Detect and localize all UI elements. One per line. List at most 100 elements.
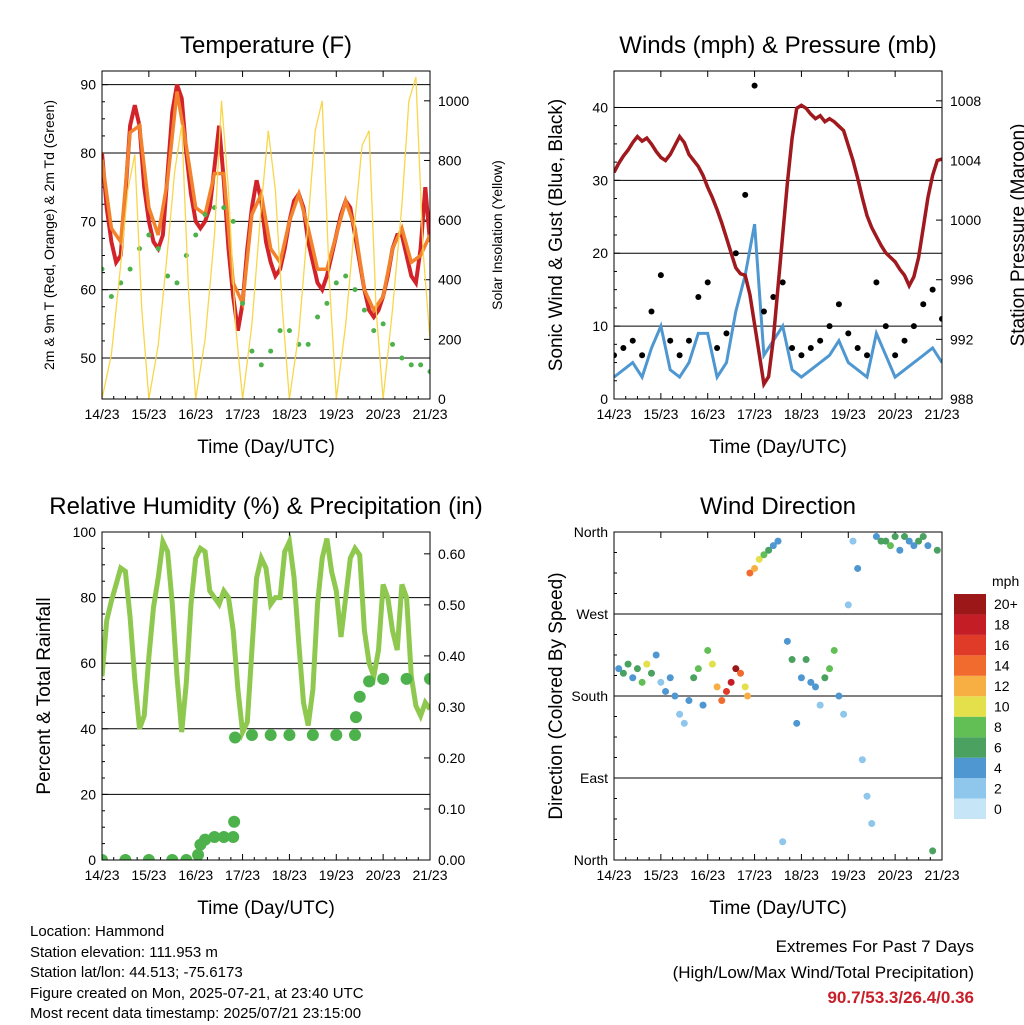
series-pressure-line	[614, 103, 942, 390]
y2-axis-label: Solar Insolation (Yellow)	[489, 160, 505, 310]
plot-frame	[101, 531, 431, 861]
gust-point	[732, 250, 739, 257]
data-layer	[102, 76, 430, 399]
y2-tick-label: 1000	[438, 93, 469, 109]
legend-swatch	[954, 778, 986, 799]
y2-tick-label: 0.60	[438, 546, 465, 562]
gust-point	[620, 344, 627, 351]
precip-point	[119, 854, 132, 860]
dewpoint-point	[408, 362, 414, 368]
direction-point	[783, 637, 791, 645]
direction-point	[901, 533, 909, 541]
precip-point	[229, 731, 242, 744]
x-tick-label: 17/23	[737, 867, 772, 883]
y-tick-label: 50	[80, 350, 96, 366]
gust-point	[779, 279, 786, 286]
direction-point	[844, 601, 852, 609]
x-tick-label: 15/23	[131, 867, 166, 883]
dewpoint-point	[352, 287, 358, 293]
direction-point	[849, 537, 857, 545]
direction-point	[769, 542, 777, 550]
chart-title: Wind Direction	[700, 493, 856, 520]
x-axis-label: Time (Day/UTC)	[197, 898, 335, 919]
dewpoint-point	[418, 362, 424, 368]
figure-created: Figure created on Mon, 2025-07-21, at 23…	[30, 984, 364, 1002]
legend-label: 2	[994, 780, 1002, 796]
direction-point	[694, 665, 702, 673]
precip-point	[142, 854, 155, 860]
direction-point	[816, 701, 824, 709]
dewpoint-point	[240, 300, 246, 306]
x-tick-label: 16/23	[178, 406, 213, 422]
direction-point	[690, 674, 698, 682]
precip-point	[192, 848, 205, 860]
y-tick-label: 20	[80, 786, 96, 802]
direction-point	[765, 546, 773, 554]
direction-point	[924, 542, 932, 550]
x-tick-label: 19/23	[831, 867, 866, 883]
x-tick-label: 17/23	[225, 406, 260, 422]
direction-point	[779, 838, 787, 846]
chart-panel-winds: Winds (mph) & Pressure (mb) 0 10 20 30 40 14/2…	[546, 32, 1024, 458]
series-wind-line	[614, 223, 942, 381]
y-axis-label: Sonic Wind & Gust (Blue, Black)	[546, 99, 567, 371]
precip-point	[208, 831, 221, 844]
direction-point	[863, 792, 871, 800]
legend-label: 0	[994, 801, 1002, 817]
gust-point	[807, 344, 814, 351]
precip-point	[349, 728, 362, 741]
y2-tick-label: 0	[438, 391, 446, 407]
direction-point	[671, 692, 679, 700]
direction-point	[666, 674, 674, 682]
station-elevation: Station elevation: 111.953 m	[30, 943, 218, 961]
gust-point	[714, 344, 721, 351]
gust-point	[845, 330, 852, 337]
data-layer	[102, 533, 430, 860]
legend-label: 8	[994, 719, 1002, 735]
direction-point	[835, 692, 843, 700]
direction-point	[788, 656, 796, 664]
direction-point	[830, 646, 838, 654]
x-tick-label: 21/23	[924, 406, 959, 422]
direction-point	[807, 678, 815, 686]
direction-point	[746, 569, 754, 577]
direction-point	[797, 674, 805, 682]
direction-point	[744, 692, 752, 700]
gust-point	[817, 337, 824, 344]
direction-point	[676, 710, 684, 718]
x-tick-label: 21/23	[412, 406, 447, 422]
legend-label: 10	[994, 699, 1010, 715]
x-tick-label: 20/23	[878, 867, 913, 883]
direction-point	[652, 651, 660, 659]
gust-point	[873, 279, 880, 286]
y2-tick-label: 1000	[950, 212, 981, 228]
series-temp2m-line	[102, 84, 430, 332]
y2-tick-label: 996	[950, 272, 974, 288]
x-tick-label: 14/23	[596, 867, 631, 883]
dewpoint-point	[183, 253, 189, 258]
legend-swatch	[954, 675, 986, 697]
y2-tick-label: 400	[438, 272, 462, 288]
legend-swatch	[954, 696, 986, 717]
precip-point	[283, 728, 296, 741]
x-axis-label: Time (Day/UTC)	[709, 898, 847, 919]
dewpoint-point	[427, 369, 430, 375]
y-tick-label: North	[574, 524, 608, 540]
direction-point	[741, 683, 749, 691]
y-tick-label: 80	[80, 145, 96, 161]
direction-point	[722, 687, 730, 695]
x-tick-label: 21/23	[412, 867, 447, 883]
y2-tick-label: 200	[438, 331, 462, 347]
x-tick-label: 17/23	[225, 867, 260, 883]
x-tick-label: 18/23	[272, 867, 307, 883]
y2-tick-label: 0.50	[438, 597, 465, 613]
x-tick-label: 19/23	[319, 867, 354, 883]
y-axis-label: 2m & 9m T (Red, Orange) & 2m Td (Green)	[41, 100, 57, 370]
direction-point	[896, 546, 904, 554]
x-tick-label: 19/23	[831, 406, 866, 422]
gust-point	[639, 352, 646, 359]
gust-point	[723, 330, 730, 337]
gust-point	[770, 293, 777, 300]
direction-point	[933, 546, 941, 554]
